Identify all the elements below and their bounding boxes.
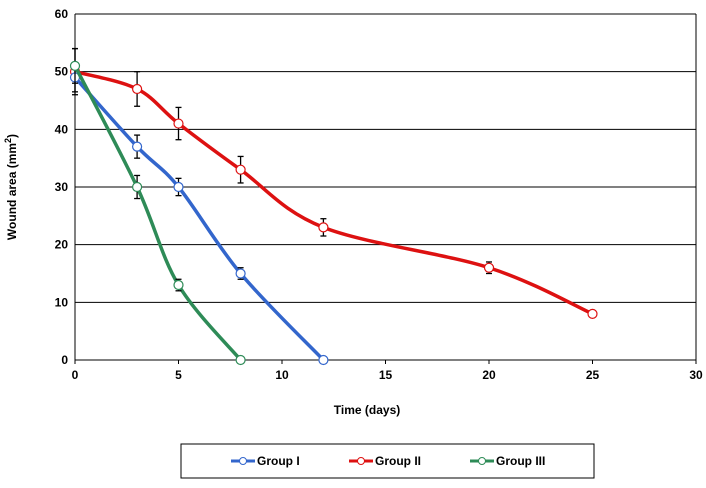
x-axis-title: Time (days) <box>334 403 400 417</box>
data-point <box>132 83 143 95</box>
x-tick-label: 10 <box>275 368 289 382</box>
legend-label: Group I <box>257 454 300 468</box>
gridlines <box>75 13 696 303</box>
y-tick-label: 60 <box>55 7 69 21</box>
legend-item-group-i: Group I <box>231 454 300 468</box>
legend-marker <box>478 457 486 465</box>
legend-item-group-iii: Group III <box>470 454 545 468</box>
data-point <box>173 118 184 129</box>
x-tick-label: 15 <box>379 368 393 382</box>
legend-label: Group II <box>375 454 421 468</box>
data-point <box>235 268 246 279</box>
data-point <box>235 164 246 175</box>
x-tick-label: 30 <box>689 368 703 382</box>
data-point <box>173 181 184 193</box>
data-point <box>173 279 184 291</box>
series-layer <box>69 47 598 366</box>
series-line-group-ii <box>73 69 595 316</box>
y-tick-label: 0 <box>61 353 68 367</box>
legend-marker <box>357 457 365 465</box>
data-point <box>132 181 143 193</box>
y-tick-label: 50 <box>55 65 69 79</box>
data-point <box>483 262 495 273</box>
series-line-group-iii <box>73 64 243 362</box>
data-point <box>587 308 598 319</box>
axes <box>74 13 697 364</box>
x-tick-label: 25 <box>586 368 600 382</box>
y-tick-label: 40 <box>55 122 69 136</box>
series-group-ii <box>69 47 598 319</box>
series-group-iii <box>69 47 246 366</box>
y-tick-label: 20 <box>55 238 69 252</box>
y-tick-label: 10 <box>55 295 69 309</box>
legend-marker <box>239 457 247 465</box>
tick-labels: 0 10 20 30 40 50 60 0 5 10 15 20 25 30 <box>55 7 703 382</box>
y-axis-title-sup: 2 <box>3 138 13 143</box>
x-tick-label: 0 <box>72 368 79 382</box>
legend-label: Group III <box>496 454 545 468</box>
data-point <box>69 60 81 72</box>
series-line-group-i <box>73 75 326 362</box>
data-point <box>318 354 329 366</box>
y-axis-title-end: ) <box>5 134 19 138</box>
legend: Group I Group II Group III <box>180 443 595 479</box>
data-point <box>235 354 246 366</box>
data-point <box>318 222 329 233</box>
series-group-i <box>69 62 329 366</box>
y-axis-title: Wound area (mm2) <box>3 134 19 240</box>
x-tick-label: 20 <box>482 368 496 382</box>
y-tick-label: 30 <box>55 180 69 194</box>
data-point <box>132 141 143 152</box>
x-tick-label: 5 <box>175 368 182 382</box>
y-axis-title-main: Wound area (mm <box>5 143 19 240</box>
legend-item-group-ii: Group II <box>349 454 421 468</box>
